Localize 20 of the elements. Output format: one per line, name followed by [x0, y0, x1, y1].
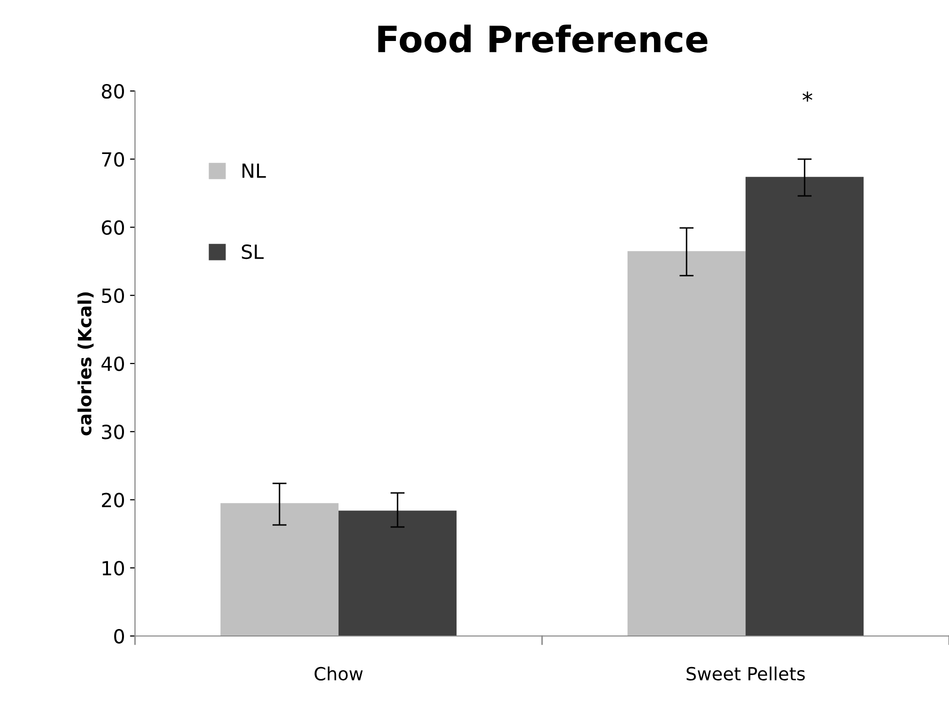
y-tick-label: 10 — [102, 560, 124, 576]
bar — [220, 503, 339, 636]
legend-label: NL — [242, 164, 266, 178]
chart-title: Food Preference — [378, 24, 708, 53]
y-tick-label: 50 — [102, 288, 124, 304]
y-axis-title: calories (Kcal) — [78, 292, 94, 436]
legend-label: SL — [242, 244, 264, 260]
bar — [746, 176, 864, 636]
y-tick-label: 70 — [102, 152, 124, 167]
y-tick-label: 80 — [102, 84, 124, 99]
y-tick-label: 60 — [102, 220, 124, 235]
y-tick-label: 0 — [114, 628, 124, 644]
x-tick-label: Chow — [314, 666, 363, 681]
y-tick-label: 30 — [102, 424, 124, 440]
x-tick-label: Sweet Pellets — [686, 666, 805, 681]
bar — [338, 510, 457, 636]
y-tick-label: 40 — [101, 356, 124, 372]
bar — [628, 251, 746, 636]
y-tick-label: 20 — [102, 492, 124, 508]
annotation: * — [802, 92, 812, 102]
